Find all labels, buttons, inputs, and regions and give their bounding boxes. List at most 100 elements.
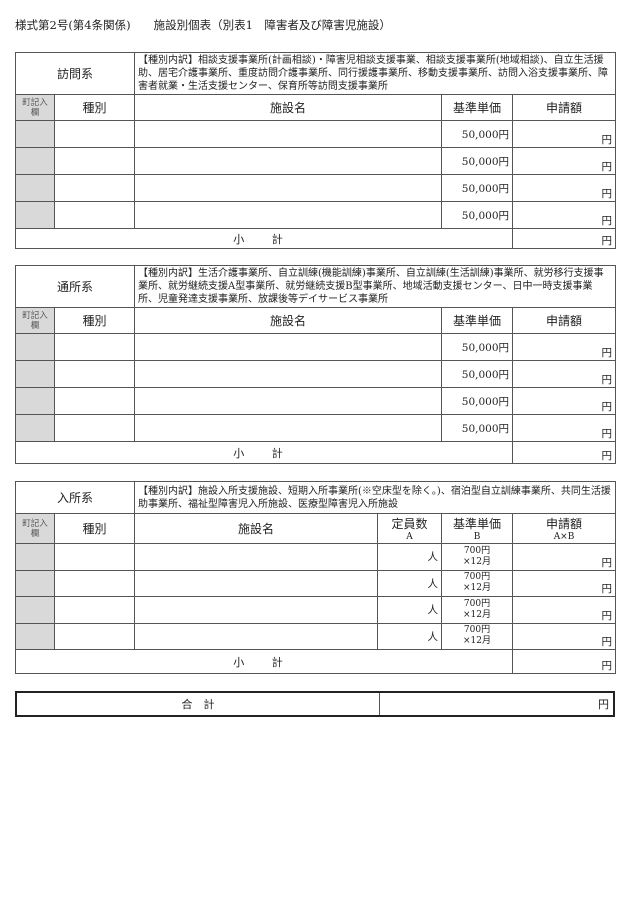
header-facility-name: 施設名	[134, 94, 443, 121]
header-amount: 申請額	[512, 94, 617, 121]
facility-name-field[interactable]	[134, 147, 443, 175]
table-row: 50,000円円	[15, 201, 617, 229]
amount-field[interactable]: 円	[512, 201, 617, 229]
category-label: 通所系	[14, 265, 136, 308]
town-field[interactable]	[15, 201, 55, 229]
kind-field[interactable]	[53, 174, 136, 202]
capacity-field[interactable]: 人	[377, 596, 443, 624]
facility-name-field[interactable]	[134, 201, 443, 229]
town-field[interactable]	[15, 569, 55, 597]
amount-field[interactable]: 円	[512, 569, 617, 597]
grand-total-label: 合 計	[17, 693, 380, 715]
kind-field[interactable]	[53, 201, 136, 229]
table-row: 50,000円円	[15, 147, 617, 175]
category-description: 【種別内訳】施設入所支援施設、短期入所事業所(※空床型を除く。)、宿泊型自立訓練…	[134, 481, 617, 514]
header-kind: 種別	[53, 513, 136, 544]
town-field[interactable]	[15, 174, 55, 202]
yen-unit: 円	[601, 609, 613, 622]
kind-field[interactable]	[53, 543, 136, 571]
yen-unit: 円	[601, 636, 613, 648]
yen-unit: 円	[601, 450, 613, 462]
subtotal-label: 小 計	[14, 441, 514, 464]
section-table-0: 訪問系 【種別内訳】相談支援事業所(計画相談)・障害児相談支援事業、相談支援事業所…	[14, 52, 617, 249]
section-table-2: 入所系 【種別内訳】施設入所支援施設、短期入所事業所(※空床型を除く。)、宿泊型自…	[14, 481, 617, 674]
facility-name-field[interactable]	[134, 596, 379, 624]
amount-field[interactable]: 円	[512, 360, 617, 388]
header-town: 町記入欄	[15, 513, 55, 544]
amount-field[interactable]: 円	[512, 414, 617, 442]
facility-name-field[interactable]	[134, 622, 379, 650]
kind-field[interactable]	[53, 120, 136, 148]
unit-price: 50,000円	[441, 120, 514, 148]
unit-price: 50,000円	[441, 414, 514, 442]
town-field[interactable]	[15, 622, 55, 650]
capacity-field[interactable]: 人	[377, 543, 443, 571]
facility-name-field[interactable]	[134, 120, 443, 148]
town-field[interactable]	[15, 333, 55, 361]
subtotal-field[interactable]: 円	[512, 228, 617, 249]
grand-total-field[interactable]: 円	[380, 693, 613, 715]
amount-field[interactable]: 円	[512, 543, 617, 571]
amount-field[interactable]: 円	[512, 387, 617, 415]
yen-unit: 円	[601, 161, 613, 173]
subtotal-label: 小 計	[14, 649, 514, 674]
header-amount: 申請額 A×B	[512, 513, 617, 544]
subtotal-field[interactable]: 円	[512, 649, 617, 674]
table-row: 50,000円円	[15, 174, 617, 202]
header-capacity: 定員数 A	[377, 513, 443, 544]
amount-field[interactable]: 円	[512, 622, 617, 650]
table-row: 人 700円 ×12月 円	[15, 596, 617, 624]
kind-field[interactable]	[53, 569, 136, 597]
subtotal-label: 小 計	[14, 228, 514, 249]
kind-field[interactable]	[53, 622, 136, 650]
header-amount: 申請額	[512, 307, 617, 334]
amount-field[interactable]: 円	[512, 596, 617, 624]
town-field[interactable]	[15, 543, 55, 571]
facility-name-field[interactable]	[134, 333, 443, 361]
yen-unit: 円	[601, 374, 613, 386]
kind-field[interactable]	[53, 596, 136, 624]
facility-name-field[interactable]	[134, 414, 443, 442]
town-field[interactable]	[15, 147, 55, 175]
facility-name-field[interactable]	[134, 174, 443, 202]
yen-unit: 円	[601, 660, 613, 672]
town-field[interactable]	[15, 596, 55, 624]
subtotal-row: 小 計円	[14, 228, 617, 249]
kind-field[interactable]	[53, 360, 136, 388]
facility-name-field[interactable]	[134, 387, 443, 415]
unit-price: 700円 ×12月	[441, 622, 514, 650]
kind-field[interactable]	[53, 387, 136, 415]
unit-price: 50,000円	[441, 201, 514, 229]
town-field[interactable]	[15, 360, 55, 388]
facility-name-field[interactable]	[134, 543, 379, 571]
yen-unit: 円	[601, 401, 613, 413]
unit-price: 700円 ×12月	[441, 596, 514, 624]
facility-name-field[interactable]	[134, 360, 443, 388]
header-price: 基準単価	[441, 307, 514, 334]
header-town: 町記入欄	[15, 307, 55, 334]
kind-field[interactable]	[53, 414, 136, 442]
kind-field[interactable]	[53, 147, 136, 175]
town-field[interactable]	[15, 387, 55, 415]
town-field[interactable]	[15, 414, 55, 442]
amount-field[interactable]: 円	[512, 120, 617, 148]
facility-name-field[interactable]	[134, 569, 379, 597]
header-kind: 種別	[53, 307, 136, 334]
yen-unit: 円	[601, 428, 613, 440]
unit-price: 50,000円	[441, 387, 514, 415]
amount-field[interactable]: 円	[512, 333, 617, 361]
kind-field[interactable]	[53, 333, 136, 361]
unit-price: 50,000円	[441, 147, 514, 175]
amount-field[interactable]: 円	[512, 174, 617, 202]
section-table-1: 通所系 【種別内訳】生活介護事業所、自立訓練(機能訓練)事業所、自立訓練(生活訓練…	[14, 265, 617, 464]
table-row: 人 700円 ×12月円	[15, 543, 617, 571]
category-description: 【種別内訳】生活介護事業所、自立訓練(機能訓練)事業所、自立訓練(生活訓練)事業…	[134, 265, 617, 308]
subtotal-row: 小 計円	[14, 441, 617, 464]
subtotal-row: 小 計円	[14, 649, 617, 674]
amount-field[interactable]: 円	[512, 147, 617, 175]
table-row: 人 700円 ×12月円	[15, 569, 617, 597]
capacity-field[interactable]: 人	[377, 622, 443, 650]
capacity-field[interactable]: 人	[377, 569, 443, 597]
town-field[interactable]	[15, 120, 55, 148]
subtotal-field[interactable]: 円	[512, 441, 617, 464]
